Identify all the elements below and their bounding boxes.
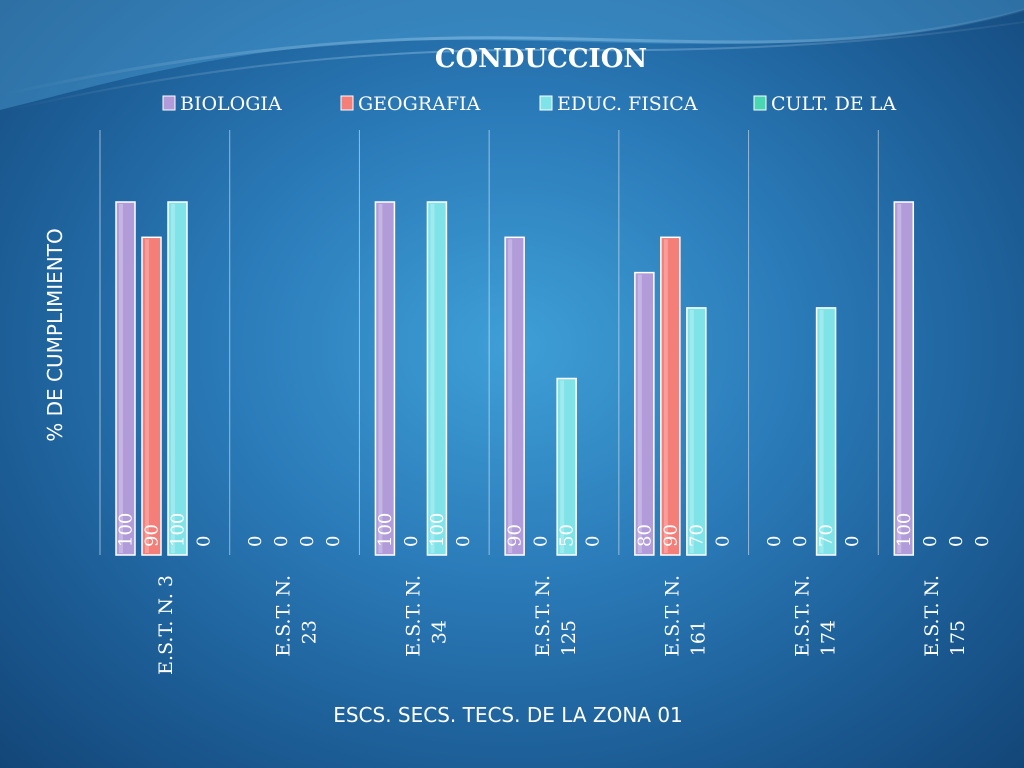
bar-highlight: [819, 309, 824, 553]
category-label: E.S.T. N. 161: [662, 575, 710, 657]
data-label: 100: [894, 513, 915, 547]
data-label: 0: [194, 536, 215, 547]
category-label-line: E.S.T. N.: [921, 575, 943, 657]
data-label: 90: [505, 524, 526, 547]
bar-highlight: [897, 204, 902, 553]
bar: [815, 307, 837, 556]
data-label: 0: [297, 536, 318, 547]
x-axis-title: ESCS. SECS. TECS. DE LA ZONA 01: [333, 703, 683, 727]
category-label: E.S.T. N. 125: [532, 575, 580, 657]
data-label: 0: [583, 536, 604, 547]
bar-highlight: [663, 239, 668, 554]
data-label: 90: [142, 524, 163, 547]
legend-swatch: [162, 95, 176, 111]
data-label: 0: [920, 536, 941, 547]
category-label: E.S.T. N. 175: [921, 575, 969, 657]
data-label: 70: [816, 524, 837, 547]
bar-highlight: [508, 239, 513, 554]
bar: [167, 201, 188, 556]
category-label: E.S.T. N. 3: [155, 575, 177, 675]
category-label-line: 23: [299, 620, 321, 644]
y-axis-title: % DE CUMPLIMIENTO: [43, 228, 67, 441]
category-label-line: E.S.T. N.: [791, 575, 813, 657]
data-label: 100: [427, 513, 448, 547]
bar-highlight: [430, 204, 435, 553]
category-label-line: E.S.T. N.: [532, 575, 554, 657]
bar: [893, 201, 915, 556]
category-label: E.S.T. N. 174: [791, 575, 839, 657]
data-label: 0: [790, 536, 811, 547]
bar-highlight: [171, 204, 175, 553]
bar: [141, 236, 162, 556]
bar: [115, 201, 136, 556]
legend-swatch: [753, 95, 767, 111]
legend-label: CULT. DE LA: [771, 93, 896, 115]
x-axis-category-labels: E.S.T. N. 3 E.S.T. N. 23 E.S.T. N. 34 E.S.T. …: [155, 575, 969, 675]
legend-swatch: [539, 95, 553, 111]
bar: [634, 271, 655, 556]
data-label: 0: [946, 536, 967, 547]
data-label: 0: [712, 536, 733, 547]
data-label: 0: [401, 536, 422, 547]
category-label-line: 34: [428, 620, 450, 644]
data-label: 90: [660, 524, 681, 547]
category-separators: [229, 130, 879, 555]
category-label: E.S.T. N. 34: [402, 575, 450, 657]
data-label: 0: [271, 536, 292, 547]
data-label: 0: [245, 536, 266, 547]
bar: [556, 377, 577, 556]
chart-legend: BIOLOGIA GEOGRAFIA EDUC. FISICA CULT. DE LA: [162, 93, 896, 115]
category-label-line: E.S.T. N.: [402, 575, 424, 657]
chart-data-labels: 100 90 100 0 0 0 0 0 100 0 100 0 90 0 50 0 80 90 70 0 0 0 70 0 1…: [116, 513, 993, 547]
bar: [660, 236, 681, 556]
legend-label: GEOGRAFIA: [358, 93, 481, 115]
data-label: 70: [686, 524, 707, 547]
data-label: 0: [453, 536, 474, 547]
category-label-line: E.S.T. N.: [273, 575, 295, 657]
chart-bars: [115, 201, 915, 556]
data-label: 0: [531, 536, 552, 547]
data-label: 0: [764, 536, 785, 547]
bar-highlight: [689, 309, 694, 553]
bar: [686, 307, 707, 556]
data-label: 50: [557, 524, 578, 547]
data-label: 100: [168, 513, 189, 547]
bar-highlight: [637, 274, 642, 553]
bar-highlight: [560, 380, 565, 553]
category-label-line: 174: [817, 620, 839, 656]
chart-title: CONDUCCION: [435, 44, 647, 74]
category-label-line: E.S.T. N.: [662, 575, 684, 657]
data-label: 0: [972, 536, 993, 547]
data-label: 80: [634, 524, 655, 547]
bar: [426, 201, 448, 556]
bar: [504, 236, 525, 556]
data-label: 0: [842, 536, 863, 547]
category-label-line: 175: [947, 620, 969, 656]
legend-label: EDUC. FISICA: [557, 93, 698, 115]
bar-highlight: [119, 204, 123, 553]
data-label: 100: [116, 513, 137, 547]
legend-label: BIOLOGIA: [180, 93, 282, 115]
data-label: 100: [375, 513, 396, 547]
category-label-line: 125: [558, 620, 580, 656]
bar: [374, 201, 396, 556]
decorative-waves: [0, 0, 1024, 113]
legend-swatch: [340, 95, 354, 111]
bar-highlight: [145, 239, 149, 554]
category-label-line: 161: [688, 620, 710, 656]
bar-highlight: [378, 204, 383, 553]
data-label: 0: [323, 536, 344, 547]
category-label: E.S.T. N. 23: [273, 575, 321, 657]
